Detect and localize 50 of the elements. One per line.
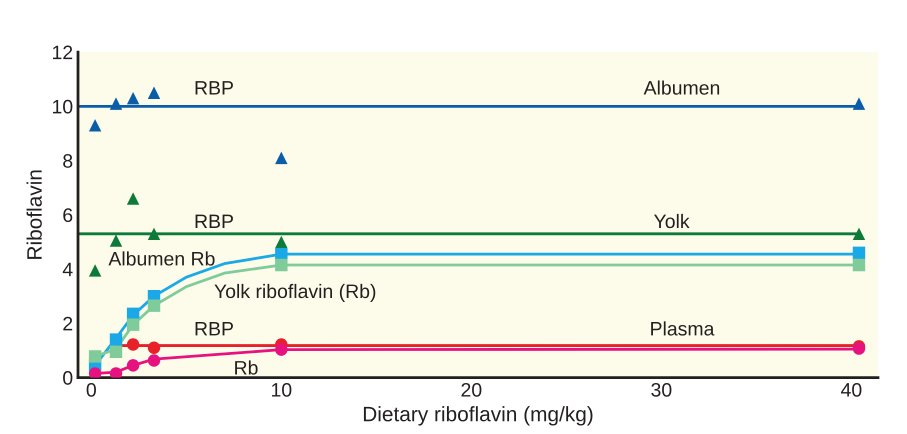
- point: [852, 228, 866, 240]
- point: [852, 97, 866, 110]
- y-tick-label: 10: [53, 100, 72, 114]
- x-tick-label: 10: [272, 382, 292, 397]
- point: [88, 350, 102, 363]
- point: [126, 192, 140, 205]
- point: [852, 246, 866, 260]
- x-tick-label: 40: [841, 382, 862, 397]
- annotation: Yolk riboflavin (Rb): [214, 284, 376, 302]
- point: [275, 343, 288, 356]
- annotation: RBP: [196, 81, 233, 95]
- y-tick-label: 8: [63, 154, 72, 168]
- x-tick-label: 30: [651, 382, 672, 397]
- point: [88, 264, 102, 277]
- x-axis-title: Dietary riboflavin (mg/kg): [364, 406, 592, 426]
- point: [148, 299, 160, 312]
- point: [88, 119, 102, 132]
- point: [110, 346, 122, 358]
- point: [148, 354, 160, 367]
- point: [852, 258, 866, 272]
- point: [148, 86, 160, 99]
- point: [148, 228, 160, 240]
- point: [110, 234, 122, 247]
- annotation: RBP: [196, 214, 233, 228]
- annotation: RBP: [196, 322, 233, 336]
- x-tick-label: 20: [462, 382, 482, 397]
- point: [126, 318, 140, 331]
- y-tick-label: 6: [63, 208, 72, 222]
- x-tick-label: 0: [86, 382, 96, 397]
- point: [88, 367, 102, 378]
- annotation: Yolk: [654, 214, 690, 228]
- point: [110, 97, 122, 110]
- point: [275, 152, 288, 164]
- y-tick-label: 0: [63, 371, 72, 385]
- y-axis-title: Riboflavin: [26, 170, 42, 259]
- point: [110, 367, 122, 378]
- point: [275, 236, 288, 248]
- point: [148, 342, 160, 354]
- point: [126, 338, 140, 351]
- point: [126, 359, 140, 372]
- annotation: Plasma: [651, 321, 714, 336]
- y-tick-label: 12: [53, 46, 72, 60]
- point: [126, 92, 140, 104]
- annotation: Albumen: [644, 80, 720, 95]
- y-tick-label: 2: [63, 316, 72, 330]
- point: [275, 258, 288, 272]
- point: [110, 333, 122, 346]
- y-tick-label: 4: [62, 262, 73, 276]
- annotation: Albumen Rb: [108, 251, 215, 266]
- annotation: Rb: [235, 360, 258, 375]
